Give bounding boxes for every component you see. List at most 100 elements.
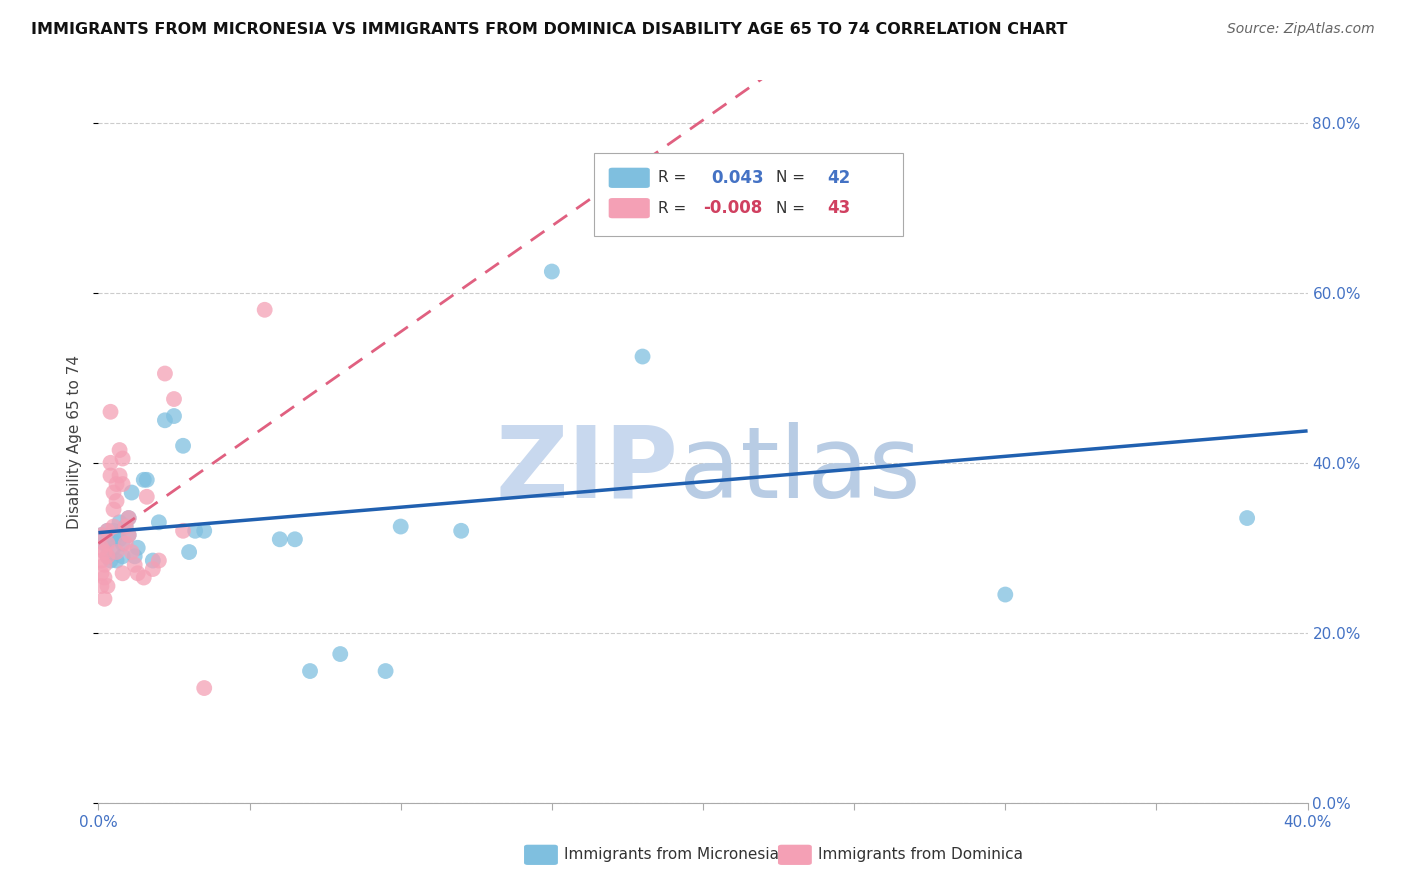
Point <box>374 664 396 678</box>
Point <box>93 591 115 606</box>
FancyBboxPatch shape <box>609 198 650 219</box>
Point <box>148 553 170 567</box>
Point <box>114 519 136 533</box>
Point <box>90 566 112 581</box>
Point <box>132 570 155 584</box>
Point <box>111 566 134 581</box>
Point <box>118 511 141 525</box>
Point <box>450 524 472 538</box>
Point <box>163 392 186 406</box>
Point <box>105 494 128 508</box>
Point <box>93 545 115 559</box>
Point <box>96 524 118 538</box>
Point <box>100 456 122 470</box>
Point <box>100 533 122 547</box>
FancyBboxPatch shape <box>524 845 558 865</box>
Point <box>253 302 276 317</box>
Point <box>105 477 128 491</box>
Point <box>631 350 654 364</box>
Point <box>90 541 112 555</box>
Point <box>111 536 134 550</box>
Text: Source: ZipAtlas.com: Source: ZipAtlas.com <box>1227 22 1375 37</box>
Text: 0.043: 0.043 <box>711 169 763 186</box>
Point <box>752 218 775 232</box>
Point <box>269 533 291 547</box>
Point <box>193 681 215 695</box>
Point <box>108 443 131 458</box>
Point <box>100 468 122 483</box>
Text: 42: 42 <box>828 169 851 186</box>
Point <box>96 524 118 538</box>
FancyBboxPatch shape <box>609 168 650 188</box>
Point <box>90 579 112 593</box>
Point <box>105 545 128 559</box>
Point <box>124 558 146 572</box>
Point <box>111 451 134 466</box>
Point <box>100 553 122 567</box>
Point <box>118 528 141 542</box>
Point <box>96 579 118 593</box>
Point <box>142 553 165 567</box>
Point <box>90 528 112 542</box>
Point <box>105 528 128 542</box>
Point <box>1236 511 1258 525</box>
Point <box>121 485 143 500</box>
Point <box>540 264 562 278</box>
Point <box>148 516 170 530</box>
FancyBboxPatch shape <box>778 845 811 865</box>
Point <box>179 545 201 559</box>
Point <box>103 485 125 500</box>
Point <box>103 541 125 555</box>
Point <box>118 528 141 542</box>
Text: N =: N = <box>776 201 810 216</box>
Point <box>172 524 194 538</box>
Point <box>284 533 307 547</box>
Point <box>114 519 136 533</box>
Point <box>108 468 131 483</box>
Text: Immigrants from Dominica: Immigrants from Dominica <box>818 847 1024 863</box>
Text: R =: R = <box>658 170 692 186</box>
Point <box>184 524 207 538</box>
FancyBboxPatch shape <box>595 153 903 235</box>
Text: ZIP: ZIP <box>496 422 679 519</box>
Point <box>96 536 118 550</box>
Text: 43: 43 <box>828 199 851 217</box>
Point <box>100 405 122 419</box>
Y-axis label: Disability Age 65 to 74: Disability Age 65 to 74 <box>67 354 83 529</box>
Point <box>121 545 143 559</box>
Point <box>93 558 115 572</box>
Point <box>172 439 194 453</box>
Point <box>299 664 322 678</box>
Point <box>96 549 118 564</box>
Point <box>389 519 412 533</box>
Point <box>329 647 352 661</box>
Point <box>153 367 176 381</box>
Point <box>193 524 215 538</box>
Point <box>103 524 125 538</box>
Text: -0.008: -0.008 <box>703 199 762 217</box>
Text: N =: N = <box>776 170 810 186</box>
Point <box>127 541 149 555</box>
Point <box>103 502 125 516</box>
Text: IMMIGRANTS FROM MICRONESIA VS IMMIGRANTS FROM DOMINICA DISABILITY AGE 65 TO 74 C: IMMIGRANTS FROM MICRONESIA VS IMMIGRANTS… <box>31 22 1067 37</box>
Point <box>108 533 131 547</box>
Point <box>114 536 136 550</box>
Point <box>105 553 128 567</box>
Point <box>118 511 141 525</box>
Point <box>93 570 115 584</box>
Point <box>132 473 155 487</box>
Point <box>111 549 134 564</box>
Text: Immigrants from Micronesia: Immigrants from Micronesia <box>564 847 779 863</box>
Point <box>96 549 118 564</box>
Point <box>90 553 112 567</box>
Point <box>124 549 146 564</box>
Point <box>163 409 186 423</box>
Point <box>135 473 157 487</box>
Point <box>111 477 134 491</box>
Text: atlas: atlas <box>679 422 921 519</box>
Point <box>153 413 176 427</box>
Point <box>90 528 112 542</box>
Point <box>103 519 125 533</box>
Point <box>142 562 165 576</box>
Point <box>994 588 1017 602</box>
